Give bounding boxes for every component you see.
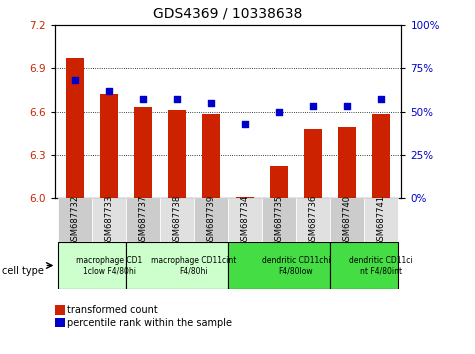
Bar	[126, 198, 160, 242]
Point	[377, 97, 385, 102]
Text: GSM687734: GSM687734	[240, 195, 249, 246]
Text: GSM687741: GSM687741	[377, 195, 386, 246]
Text: GSM687736: GSM687736	[308, 195, 317, 246]
Point	[275, 109, 283, 114]
Point	[105, 88, 113, 93]
Point	[71, 78, 79, 83]
Bar	[330, 242, 398, 289]
Text: transformed count: transformed count	[67, 306, 158, 315]
Bar	[202, 114, 220, 198]
Text: GSM687735: GSM687735	[275, 195, 284, 246]
Text: percentile rank within the sample: percentile rank within the sample	[67, 318, 232, 328]
Bar	[58, 198, 92, 242]
Text: dendritic CD11chi
F4/80low: dendritic CD11chi F4/80low	[262, 256, 330, 275]
Point	[309, 103, 317, 109]
Bar	[160, 198, 194, 242]
Bar	[92, 198, 126, 242]
Text: dendritic CD11ci
nt F4/80int: dendritic CD11ci nt F4/80int	[349, 256, 413, 275]
Text: GSM687732: GSM687732	[70, 195, 79, 246]
Bar	[228, 242, 330, 289]
Text: GSM687733: GSM687733	[104, 195, 114, 246]
Bar	[236, 197, 254, 198]
Bar	[304, 129, 323, 198]
Bar	[330, 198, 364, 242]
Bar	[58, 242, 126, 289]
Text: macrophage CD11cint
F4/80hi: macrophage CD11cint F4/80hi	[152, 256, 237, 275]
Bar	[262, 198, 296, 242]
Bar	[126, 242, 228, 289]
Bar	[270, 166, 288, 198]
Text: GSM687739: GSM687739	[207, 195, 216, 246]
Bar	[194, 198, 228, 242]
Text: GSM687738: GSM687738	[172, 195, 181, 246]
Text: GSM687737: GSM687737	[139, 195, 148, 246]
Bar	[133, 107, 152, 198]
Bar	[296, 198, 330, 242]
Bar	[228, 198, 262, 242]
Text: cell type: cell type	[2, 266, 44, 276]
Bar	[100, 94, 118, 198]
Point	[139, 97, 147, 102]
Bar	[364, 198, 398, 242]
Text: macrophage CD1
1clow F4/80hi: macrophage CD1 1clow F4/80hi	[76, 256, 142, 275]
Bar	[338, 127, 356, 198]
Point	[173, 97, 181, 102]
Point	[343, 103, 351, 109]
Point	[241, 121, 249, 126]
Bar	[168, 110, 186, 198]
Bar	[371, 114, 390, 198]
Text: GSM687740: GSM687740	[342, 195, 352, 246]
Title: GDS4369 / 10338638: GDS4369 / 10338638	[153, 7, 303, 21]
Point	[207, 100, 215, 106]
Bar	[66, 58, 85, 198]
